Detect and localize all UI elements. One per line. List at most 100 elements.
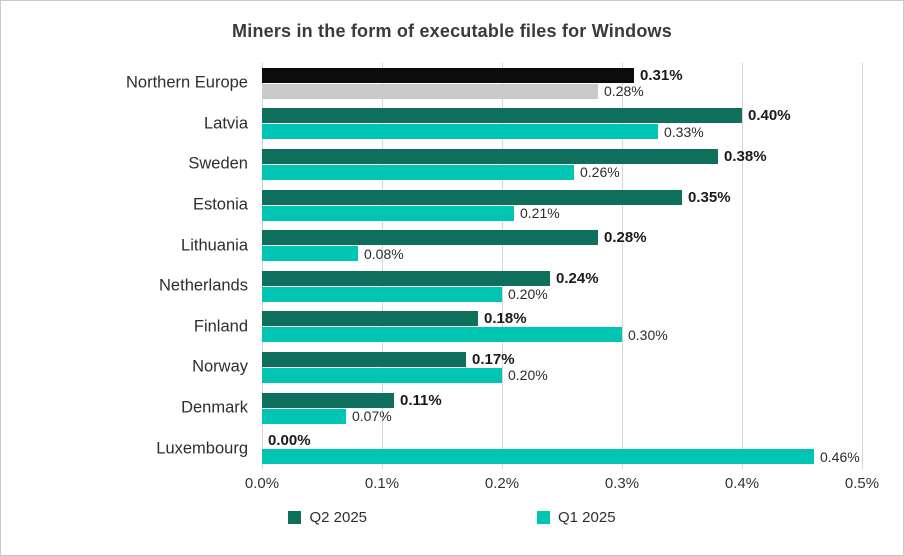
bar-q2-2025	[262, 392, 394, 408]
chart-row: Estonia 0.35% 0.21%	[193, 185, 862, 226]
bar-line-q1-2025: 0.21%	[262, 205, 862, 222]
value-label-q1-2025: 0.20%	[508, 367, 548, 384]
value-label-q1-2025: 0.33%	[664, 123, 704, 140]
value-label-q2-2025: 0.11%	[400, 391, 442, 409]
bar-q2-2025	[262, 148, 718, 164]
bar-line-q2-2025: 0.17%	[262, 350, 862, 368]
bar-q2-2025	[262, 270, 550, 286]
bar-line-q1-2025: 0.08%	[262, 245, 862, 262]
chart-row: Finland 0.18% 0.30%	[194, 307, 862, 348]
chart-row: Netherlands 0.24% 0.20%	[159, 266, 862, 307]
value-label-q1-2025: 0.07%	[352, 408, 392, 425]
bar-line-q1-2025: 0.20%	[262, 286, 862, 303]
legend-label-q2-2025: Q2 2025	[309, 509, 367, 526]
category-label: Norway	[192, 357, 248, 376]
bar-q1-2025	[262, 83, 598, 99]
bar-q1-2025	[262, 164, 574, 180]
category-label: Latvia	[203, 114, 248, 133]
x-axis: 0.0% 0.1% 0.2% 0.3% 0.4% 0.5%	[245, 475, 879, 497]
bar-q1-2025	[262, 367, 502, 383]
bar-line-q2-2025: 0.18%	[262, 310, 862, 328]
value-label-q1-2025: 0.08%	[364, 245, 404, 262]
x-tick-label: 0.2%	[484, 475, 520, 492]
chart-row: Northern Europe 0.31% 0.28%	[126, 63, 862, 104]
bar-line-q2-2025: 0.28%	[262, 229, 862, 247]
chart-title: Miners in the form of executable files f…	[232, 21, 672, 41]
category-label: Netherlands	[159, 276, 248, 295]
plot-area: Northern Europe 0.31% 0.28% Latvia 0.40% 0.33…	[126, 63, 863, 469]
bar-q2-2025	[262, 311, 478, 327]
bar-q1-2025	[262, 449, 814, 465]
value-label-q2-2025: 0.28%	[604, 229, 647, 247]
chart-row: Luxembourg 0.00% 0.46%	[156, 428, 862, 469]
bar-line-q2-2025: 0.00%	[262, 433, 862, 448]
chart-row: Denmark 0.11% 0.07%	[181, 388, 862, 429]
value-label-q1-2025: 0.26%	[580, 164, 620, 181]
value-label-q2-2025: 0.40%	[748, 107, 791, 125]
legend-label-q1-2025: Q1 2025	[558, 509, 616, 526]
value-label-q1-2025: 0.20%	[508, 286, 548, 303]
bar-line-q2-2025: 0.24%	[262, 269, 862, 287]
x-tick-label: 0.5%	[844, 475, 880, 492]
legend: Q2 2025 Q1 2025	[1, 509, 903, 526]
value-label-q1-2025: 0.21%	[520, 205, 560, 222]
category-label: Estonia	[192, 195, 248, 214]
bar-q1-2025	[262, 205, 514, 221]
bar-q1-2025	[262, 286, 502, 302]
category-label: Finland	[193, 317, 248, 336]
value-label-q2-2025: 0.35%	[688, 188, 731, 206]
bar-q1-2025	[262, 408, 346, 424]
value-label-q1-2025: 0.30%	[628, 326, 668, 343]
value-label-q1-2025: 0.28%	[604, 83, 644, 100]
bar-line-q1-2025: 0.20%	[262, 367, 862, 384]
bar-q1-2025	[262, 246, 358, 262]
legend-item-q1-2025: Q1 2025	[537, 509, 616, 526]
bar-line-q2-2025: 0.40%	[262, 107, 862, 125]
category-label: Sweden	[188, 154, 248, 173]
bar-line-q1-2025: 0.07%	[262, 408, 862, 425]
bar-q2-2025	[262, 189, 682, 205]
gridline	[502, 63, 503, 469]
gridline	[862, 63, 863, 469]
x-tick-label: 0.1%	[364, 475, 400, 492]
bar-line-q1-2025: 0.33%	[262, 123, 862, 140]
gridline	[622, 63, 623, 469]
x-tick-label: 0.4%	[724, 475, 760, 492]
x-tick-label: 0.0%	[244, 475, 280, 492]
value-label-q1-2025: 0.46%	[820, 448, 860, 465]
bar-line-q1-2025: 0.30%	[262, 326, 862, 343]
bar-q1-2025	[262, 327, 622, 343]
category-label: Luxembourg	[156, 439, 248, 458]
bar-line-q2-2025: 0.35%	[262, 188, 862, 206]
x-tick-label: 0.3%	[604, 475, 640, 492]
bar-line-q2-2025: 0.31%	[262, 66, 862, 84]
value-label-q2-2025: 0.31%	[640, 66, 683, 84]
bar-line-q2-2025: 0.11%	[262, 391, 862, 409]
value-label-q2-2025: 0.18%	[484, 310, 527, 328]
gridline	[262, 63, 263, 469]
bar-q2-2025	[262, 67, 634, 83]
chart-row: Norway 0.17% 0.20%	[192, 347, 862, 388]
bar-q2-2025	[262, 230, 598, 246]
value-label-q2-2025: 0.17%	[472, 350, 515, 368]
gridline	[742, 63, 743, 469]
value-label-q2-2025: 0.24%	[556, 269, 599, 287]
bar-q1-2025	[262, 124, 658, 140]
value-label-q2-2025: 0.00%	[268, 432, 311, 450]
gridline	[382, 63, 383, 469]
chart-row: Sweden 0.38% 0.26%	[188, 144, 862, 185]
bar-q2-2025	[262, 108, 742, 124]
bar-q2-2025	[262, 351, 466, 367]
chart-row: Lithuania 0.28% 0.08%	[181, 225, 862, 266]
legend-item-q2-2025: Q2 2025	[288, 509, 367, 526]
value-label-q2-2025: 0.38%	[724, 147, 767, 165]
category-label: Northern Europe	[126, 73, 248, 92]
bar-line-q2-2025: 0.38%	[262, 147, 862, 165]
category-label: Lithuania	[181, 236, 248, 255]
bar-line-q1-2025: 0.26%	[262, 164, 862, 181]
legend-swatch-q1-2025	[537, 511, 550, 524]
bar-line-q1-2025: 0.28%	[262, 83, 862, 100]
legend-swatch-q2-2025	[288, 511, 302, 524]
chart-row: Latvia 0.40% 0.33%	[204, 104, 862, 145]
